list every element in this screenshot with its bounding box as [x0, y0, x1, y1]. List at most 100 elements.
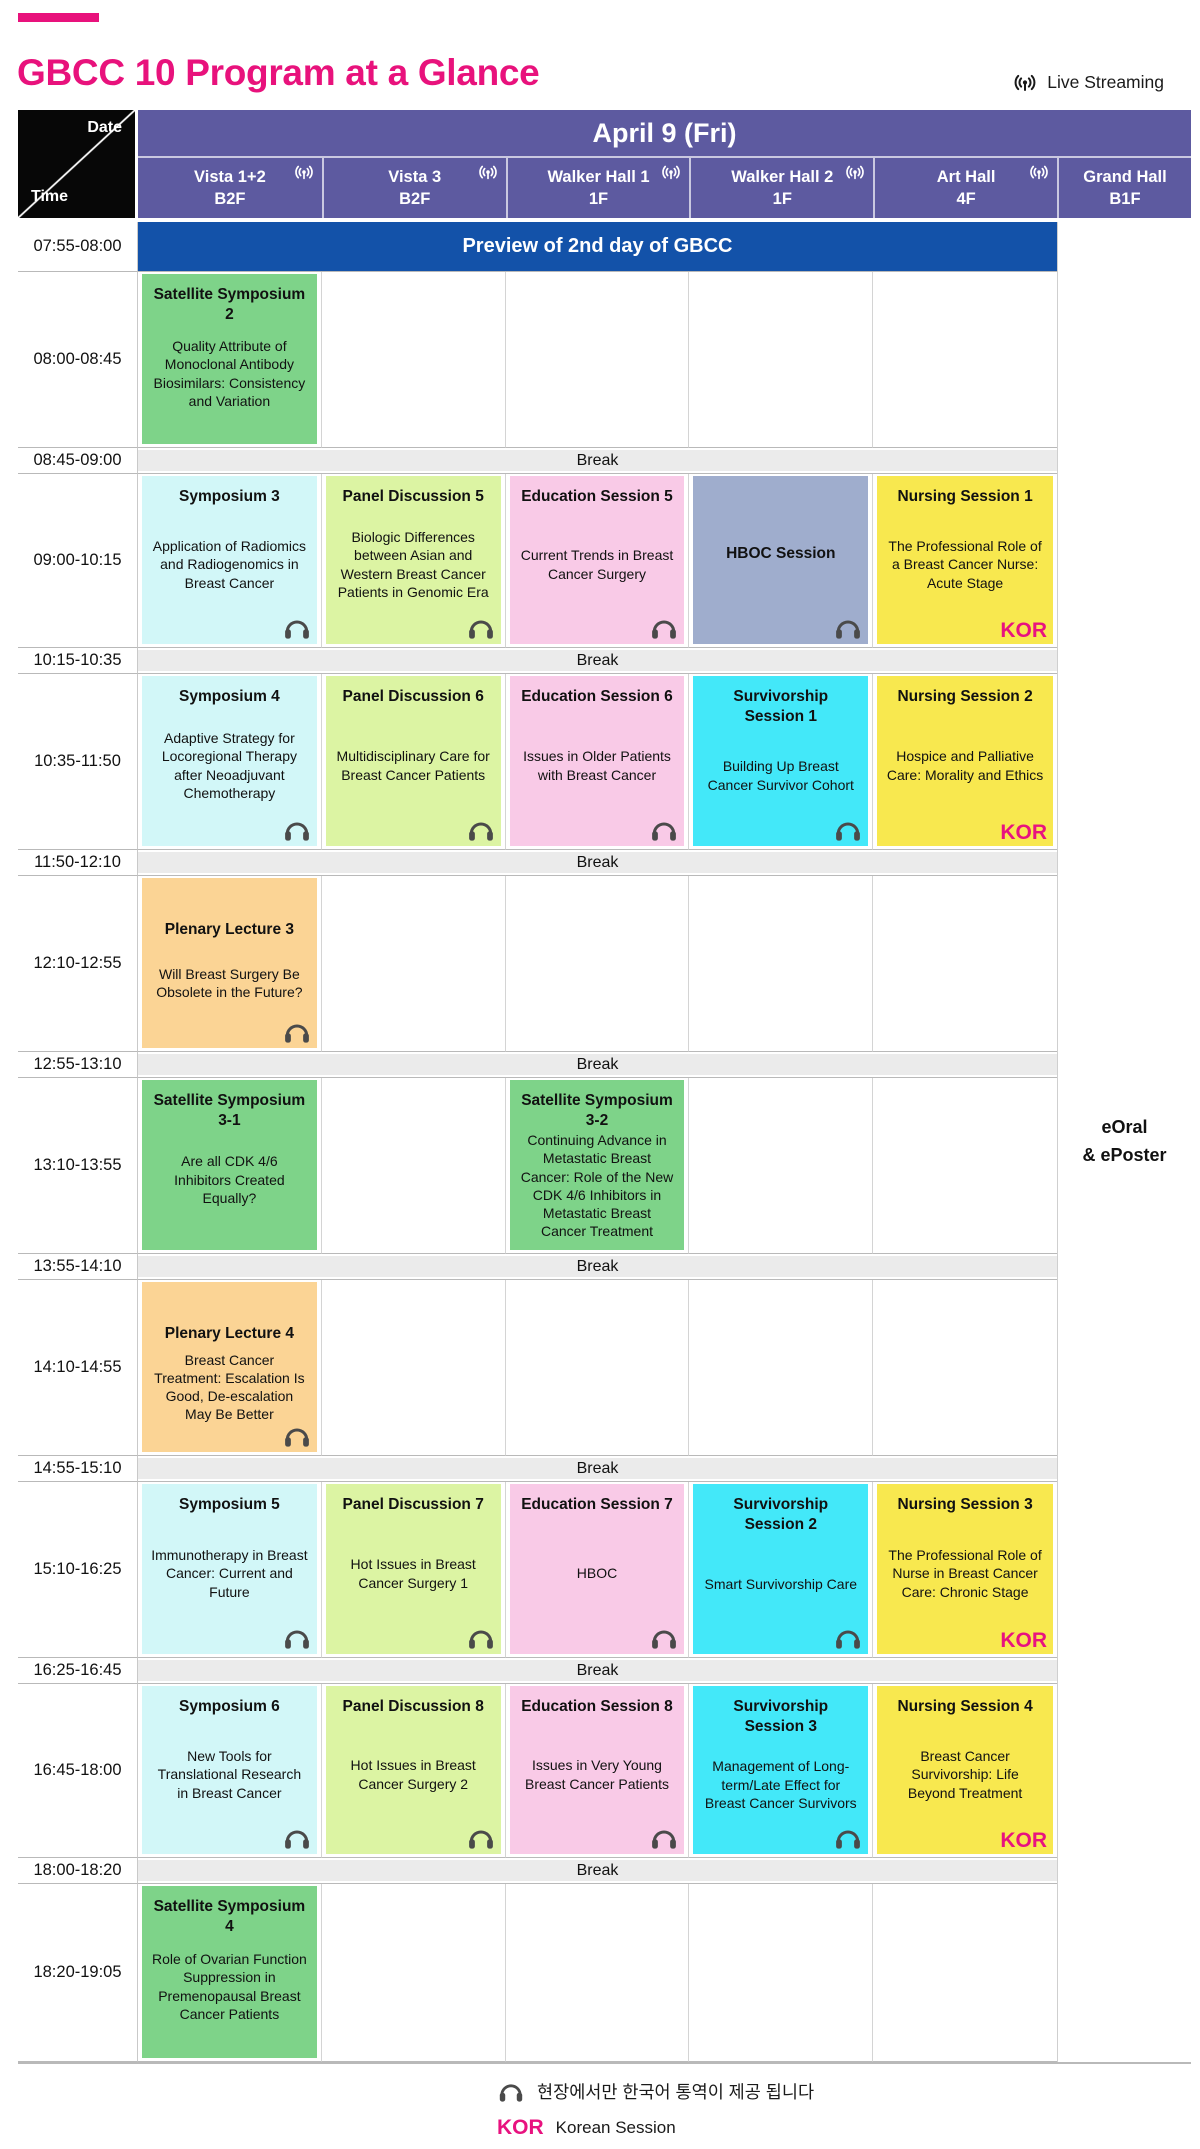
session-title: Symposium 3 — [179, 488, 280, 505]
session-cell: Survivorship Session 3 Management of Lon… — [689, 1684, 874, 1858]
hall-floor: 1F — [588, 189, 609, 208]
hall-header-vista-1-2: Vista 1+2 B2F — [138, 158, 322, 218]
kor-badge: KOR — [1000, 1829, 1047, 1852]
headphones-icon — [283, 1428, 311, 1449]
hall-header-vista-3: Vista 3 B2F — [321, 158, 506, 218]
live-streaming-legend: Live Streaming — [1012, 72, 1164, 93]
headphones-icon — [651, 822, 678, 843]
session-cell: Panel Discussion 8 Hot Issues in Breast … — [321, 1684, 506, 1858]
streaming-icon — [662, 165, 681, 180]
session-plenary-lecture-4: Plenary Lecture 4 Breast Cancer Treatmen… — [142, 1282, 317, 1452]
session-cell: Symposium 3 Application of Radiomics and… — [138, 474, 322, 648]
break-row: Break — [138, 1858, 1057, 1884]
session-desc: Current Trends in Breast Cancer Surgery — [520, 547, 674, 582]
korean-session-label: Korean Session — [555, 2118, 676, 2137]
page-title-rest: at a Glance — [335, 51, 540, 93]
session-title: Education Session 5 — [521, 488, 673, 505]
headphones-icon — [834, 1630, 862, 1651]
headphones-icon — [283, 822, 311, 843]
session-hboc-session: HBOC Session — [693, 476, 869, 644]
session-symposium-6: Symposium 6 New Tools for Translational … — [142, 1686, 317, 1854]
session-panel-discussion-5: Panel Discussion 5 Biologic Differences … — [325, 476, 501, 644]
session-cell: Survivorship Session 1 Building Up Breas… — [689, 674, 874, 850]
break-row: Break — [138, 1456, 1057, 1482]
empty-cell — [873, 1884, 1057, 2062]
session-symposium-4: Symposium 4 Adaptive Strategy for Locore… — [142, 676, 317, 846]
headphones-icon — [283, 1024, 311, 1045]
headphones-icon — [834, 1830, 862, 1851]
hall-header-walker-hall-2: Walker Hall 2 1F — [689, 158, 874, 218]
session-desc: Continuing Advance in Metastatic Breast … — [520, 1132, 674, 1240]
time-cell: 12:10-12:55 — [18, 876, 138, 1052]
session-cell: Satellite Symposium 4 Role of Ovarian Fu… — [138, 1884, 322, 2062]
headphones-icon — [834, 620, 862, 641]
session-desc: Breast Cancer Survivorship: Life Beyond … — [907, 1748, 1023, 1801]
time-cell: 12:55-13:10 — [18, 1052, 138, 1078]
time-cell: 09:00-10:15 — [18, 474, 138, 648]
session-desc: The Professional Role of a Breast Cancer… — [888, 538, 1042, 591]
session-cell: Panel Discussion 5 Biologic Differences … — [321, 474, 506, 648]
session-cell: Symposium 4 Adaptive Strategy for Locore… — [138, 674, 322, 850]
session-desc: New Tools for Translational Research in … — [157, 1748, 302, 1801]
empty-cell — [505, 1884, 690, 2062]
empty-cell — [689, 1884, 874, 2062]
break-row: Break — [138, 1254, 1057, 1280]
session-desc: Adaptive Strategy for Locoregional Thera… — [161, 730, 297, 801]
time-cell: 10:35-11:50 — [18, 674, 138, 850]
headphones-icon — [467, 620, 494, 641]
empty-cell — [873, 1078, 1057, 1254]
session-desc: Biologic Differences between Asian and W… — [337, 529, 489, 600]
session-title: Panel Discussion 5 — [342, 488, 484, 505]
time-cell: 14:55-15:10 — [18, 1456, 138, 1482]
time-cell: 16:25-16:45 — [18, 1658, 138, 1684]
session-title: Symposium 6 — [179, 1698, 280, 1715]
interpretation-note: 현장에서만 한국어 통역이 제공 됩니다 — [537, 2082, 815, 2102]
footer-legend: 현장에서만 한국어 통역이 제공 됩니다 KOR Korean Session — [497, 2079, 814, 2140]
session-education-session-8: Education Session 8 Issues in Very Young… — [509, 1686, 685, 1854]
session-title: Panel Discussion 8 — [342, 1698, 484, 1715]
date-time-corner-cell: Date Time — [18, 110, 138, 218]
session-survivorship-session-2: Survivorship Session 2 Smart Survivorshi… — [693, 1484, 869, 1654]
empty-cell — [321, 272, 506, 448]
headphones-icon — [651, 1630, 678, 1651]
session-title: Satellite Symposium 3-2 — [521, 1092, 673, 1130]
session-cell: Symposium 5 Immunotherapy in Breast Canc… — [138, 1482, 322, 1658]
hall-name: Art Hall — [936, 167, 996, 186]
kor-badge: KOR — [1000, 1629, 1047, 1652]
session-nursing-session-2: Nursing Session 2 Hospice and Palliative… — [877, 676, 1053, 846]
time-label: Time — [31, 188, 69, 205]
session-cell: HBOC Session — [689, 474, 874, 648]
break-row: Break — [138, 648, 1057, 674]
empty-cell — [321, 1884, 506, 2062]
hall-name: Walker Hall 2 — [731, 167, 834, 186]
time-cell: 07:55-08:00 — [18, 222, 138, 272]
session-panel-discussion-6: Panel Discussion 6 Multidisciplinary Car… — [325, 676, 501, 846]
session-desc: Hot Issues in Breast Cancer Surgery 1 — [350, 1556, 476, 1591]
date-label: Date — [87, 119, 122, 136]
session-desc: Will Breast Surgery Be Obsolete in the F… — [156, 965, 303, 1001]
session-cell: Plenary Lecture 4 Breast Cancer Treatmen… — [138, 1280, 322, 1456]
kor-badge: KOR — [1000, 619, 1047, 642]
session-cell: Nursing Session 4 Breast Cancer Survivor… — [873, 1684, 1057, 1858]
streaming-icon — [294, 165, 313, 180]
session-cell: Nursing Session 1 The Professional Role … — [873, 474, 1057, 648]
session-title: Survivorship Session 1 — [733, 688, 829, 726]
session-cell: Education Session 6 Issues in Older Pati… — [505, 674, 690, 850]
session-cell: Nursing Session 2 Hospice and Palliative… — [873, 674, 1057, 850]
eoral-line: eOral — [1101, 1117, 1148, 1138]
hall-name: Grand Hall — [1083, 167, 1167, 186]
headphones-icon — [651, 620, 678, 641]
session-desc: Smart Survivorship Care — [704, 1575, 858, 1592]
accent-bar — [18, 13, 99, 22]
session-education-session-5: Education Session 5 Current Trends in Br… — [509, 476, 685, 644]
hall-floor: 1F — [772, 189, 792, 208]
time-cell: 08:45-09:00 — [18, 448, 138, 474]
empty-cell — [505, 876, 690, 1052]
hall-floor: 4F — [956, 189, 976, 208]
session-symposium-5: Symposium 5 Immunotherapy in Breast Canc… — [142, 1484, 317, 1654]
hall-name: Vista 3 — [388, 167, 442, 186]
session-desc: Multidisciplinary Care for Breast Cancer… — [336, 748, 490, 783]
session-title: Nursing Session 1 — [897, 488, 1033, 505]
time-cell: 18:20-19:05 — [18, 1884, 138, 2062]
schedule-header: Date Time April 9 (Fri) Vista 1+2 B2F Vi… — [18, 110, 1191, 218]
